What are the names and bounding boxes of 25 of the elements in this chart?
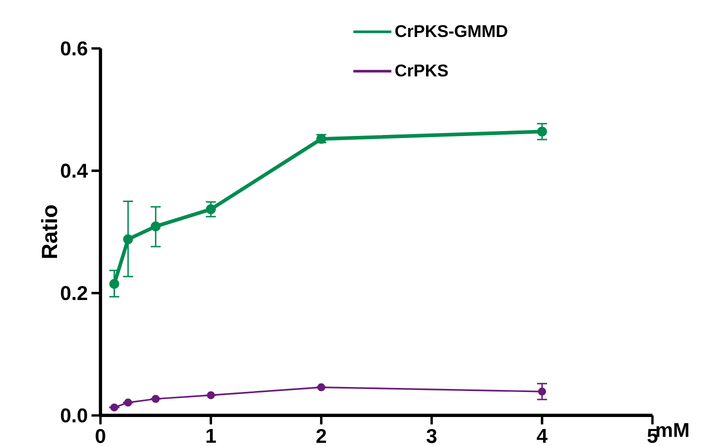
x-tick-label: 0 xyxy=(96,428,106,444)
point xyxy=(206,391,215,400)
y-axis-title: Ratio xyxy=(41,205,58,258)
point xyxy=(152,394,160,403)
y-tick-label: 0.4 xyxy=(60,164,88,178)
y-tick-label: 0.2 xyxy=(60,286,88,300)
x-tick-label: 5 xyxy=(648,428,658,443)
legend-label: CrPKS xyxy=(395,64,448,76)
legend-label: CrPKS-GMMD xyxy=(395,25,508,38)
y-tick-label: 0.6 xyxy=(60,41,88,56)
point xyxy=(537,126,548,137)
x-tick-label: 1 xyxy=(206,428,216,443)
point xyxy=(110,403,118,412)
x-tick-label: 3 xyxy=(426,428,436,444)
y-tick-label: 0.0 xyxy=(60,408,88,422)
point xyxy=(317,383,326,392)
point xyxy=(123,234,134,244)
x-tick-label: 4 xyxy=(536,428,548,443)
x-axis-title: mM xyxy=(656,423,688,437)
point xyxy=(150,221,161,232)
point xyxy=(109,278,120,289)
point xyxy=(124,398,132,407)
point xyxy=(206,204,216,214)
x-tick-label: 2 xyxy=(316,428,326,443)
point xyxy=(538,388,546,396)
